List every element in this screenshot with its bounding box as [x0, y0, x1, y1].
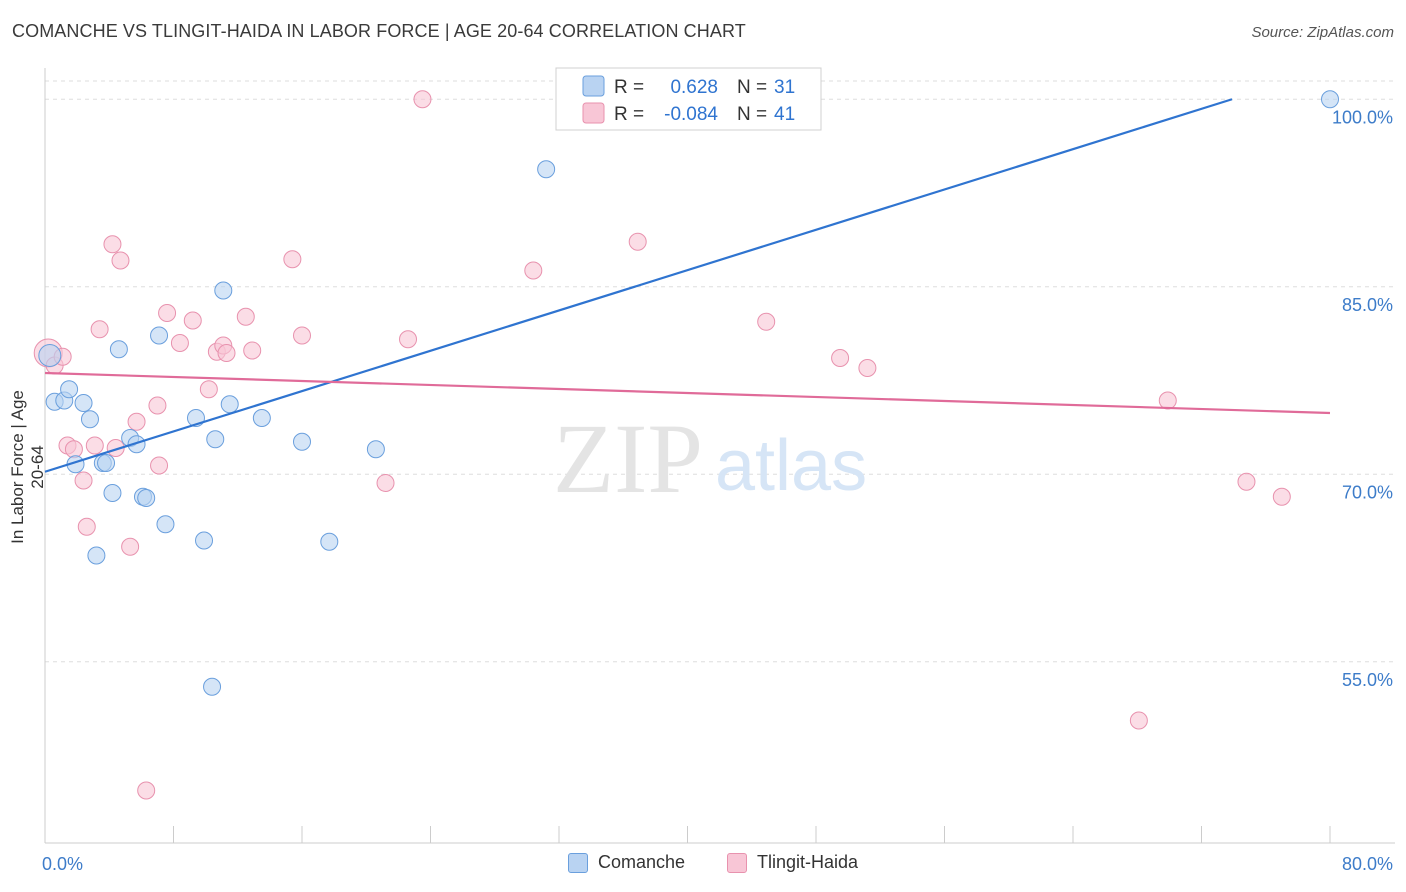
comanche-point-23: [220, 395, 239, 414]
comanche-point-20: [203, 677, 222, 696]
tlingit-haida-point-4: [64, 440, 83, 459]
y-tick-label-1: 70.0%: [1342, 482, 1393, 502]
tlingit-haida-point-34: [831, 349, 850, 367]
tlingit-haida-point-27: [293, 326, 311, 345]
comanche-point-22: [214, 281, 233, 300]
tlingit-haida-point-30: [413, 90, 432, 109]
legend-swatch-comanche-bottom: [568, 852, 588, 873]
comanche-point-24: [252, 409, 271, 427]
tlingit-haida-point-6: [77, 517, 96, 536]
tlingit-haida-point-36: [1129, 711, 1148, 730]
tlingit-haida-point-16: [150, 456, 169, 475]
comanche-point-10: [103, 484, 122, 502]
chart-title: COMANCHE VS TLINGIT-HAIDA IN LABOR FORCE…: [12, 21, 746, 41]
comanche-point-26: [320, 532, 339, 551]
comanche-point-30: [1321, 90, 1339, 109]
tlingit-haida-point-38: [1237, 472, 1256, 491]
legend-swatch-tlingit-haida: [582, 102, 605, 124]
trend-lines: [44, 98, 1331, 473]
tlingit-haida-point-8: [90, 320, 109, 339]
legend-n-value-comanche: 31: [774, 77, 795, 98]
watermark-zip: ZIP: [553, 403, 703, 514]
comanche-trend-line: [44, 98, 1233, 473]
comanche-points: [38, 90, 1339, 696]
comanche-point-0: [38, 344, 62, 367]
tlingit-haida-point-29: [399, 330, 418, 349]
tlingit-haida-point-11: [111, 251, 130, 270]
x-tick-label-1: 80.0%: [1342, 854, 1393, 874]
y-tick-label-2: 85.0%: [1342, 295, 1393, 315]
stats-legend: R = 0.628 N = 31 R = -0.084 N = 41: [555, 67, 822, 131]
gridlines: [45, 80, 1395, 663]
tlingit-haida-point-23: [217, 344, 236, 362]
comanche-point-9: [97, 454, 116, 472]
tlingit-haida-point-14: [137, 781, 156, 800]
tlingit-haida-point-25: [243, 341, 262, 360]
legend-swatch-tlingit-haida-bottom: [727, 852, 747, 873]
legend-swatch-comanche: [582, 75, 605, 97]
tlingit-haida-point-17: [158, 304, 177, 322]
comanche-point-11: [109, 340, 128, 359]
tlingit-haida-point-24: [236, 307, 255, 326]
tlingit-haida-point-13: [127, 412, 146, 431]
tlingit-haida-point-26: [283, 250, 302, 269]
comanche-point-17: [156, 515, 175, 534]
comanche-point-7: [87, 546, 106, 565]
bottom-legend: Comanche Tlingit-Haida: [0, 852, 1406, 878]
source-label: Source: ZipAtlas.com: [1251, 24, 1394, 41]
comanche-point-16: [150, 326, 169, 345]
tlingit-haida-point-18: [170, 334, 189, 352]
y-tick-label-3: 100.0%: [1332, 107, 1393, 127]
legend-label-tlingit-haida: Tlingit-Haida: [757, 852, 859, 872]
legend-n-label-1: N =: [737, 77, 767, 98]
comanche-point-27: [366, 440, 385, 459]
comanche-point-13: [127, 435, 146, 454]
comanche-point-21: [206, 430, 225, 449]
tlingit-haida-point-32: [628, 232, 647, 251]
legend-r-label-1: R =: [614, 77, 644, 98]
legend-label-comanche: Comanche: [598, 852, 686, 872]
tlingit-haida-point-33: [757, 312, 776, 331]
comanche-point-5: [74, 394, 93, 412]
watermark: ZIP atlas: [553, 403, 867, 514]
tlingit-haida-point-15: [148, 396, 167, 415]
x-tick-label-0: 0.0%: [42, 854, 83, 874]
comanche-point-28: [537, 160, 556, 179]
comanche-point-19: [195, 531, 214, 550]
tlingit-haida-point-31: [524, 261, 543, 280]
comanche-point-6: [80, 410, 99, 429]
legend-item-comanche: Comanche: [568, 852, 685, 873]
tlingit-haida-point-5: [74, 471, 93, 490]
legend-r-value-tlingit-haida: -0.084: [664, 104, 718, 125]
tlingit-haida-point-28: [376, 474, 395, 492]
comanche-point-25: [293, 432, 311, 451]
tlingit-haida-point-7: [85, 436, 104, 455]
tlingit-haida-trend-line: [44, 371, 1331, 415]
watermark-atlas: atlas: [715, 426, 867, 506]
legend-n-value-tlingit-haida: 41: [774, 104, 795, 125]
comanche-point-3: [60, 380, 79, 399]
legend-n-label-2: N =: [737, 104, 767, 125]
tlingit-haida-point-37: [1158, 391, 1177, 410]
tlingit-haida-point-20: [199, 380, 218, 399]
legend-r-label-2: R =: [614, 104, 644, 125]
tlingit-haida-point-12: [121, 537, 140, 556]
y-tick-label-0: 55.0%: [1342, 670, 1393, 690]
legend-r-value-comanche: 0.628: [670, 77, 718, 98]
tick-labels: 55.0% 70.0% 85.0% 100.0% 0.0% 80.0%: [42, 107, 1393, 874]
comanche-point-15: [137, 489, 156, 507]
tlingit-haida-point-9: [103, 235, 122, 254]
tlingit-haida-point-39: [1272, 487, 1291, 506]
axes: [44, 68, 1395, 844]
tlingit-haida-point-35: [858, 359, 877, 377]
legend-item-tlingit-haida: Tlingit-Haida: [727, 852, 858, 873]
tlingit-haida-point-19: [183, 311, 202, 330]
